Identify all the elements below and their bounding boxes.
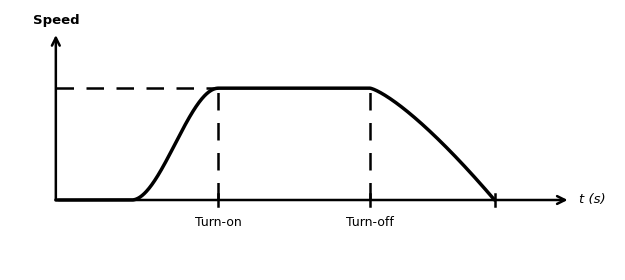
Text: Turn-off: Turn-off	[346, 216, 394, 229]
Text: Speed: Speed	[32, 14, 79, 27]
Text: Turn-on: Turn-on	[195, 216, 242, 229]
Text: t (s): t (s)	[579, 193, 605, 206]
